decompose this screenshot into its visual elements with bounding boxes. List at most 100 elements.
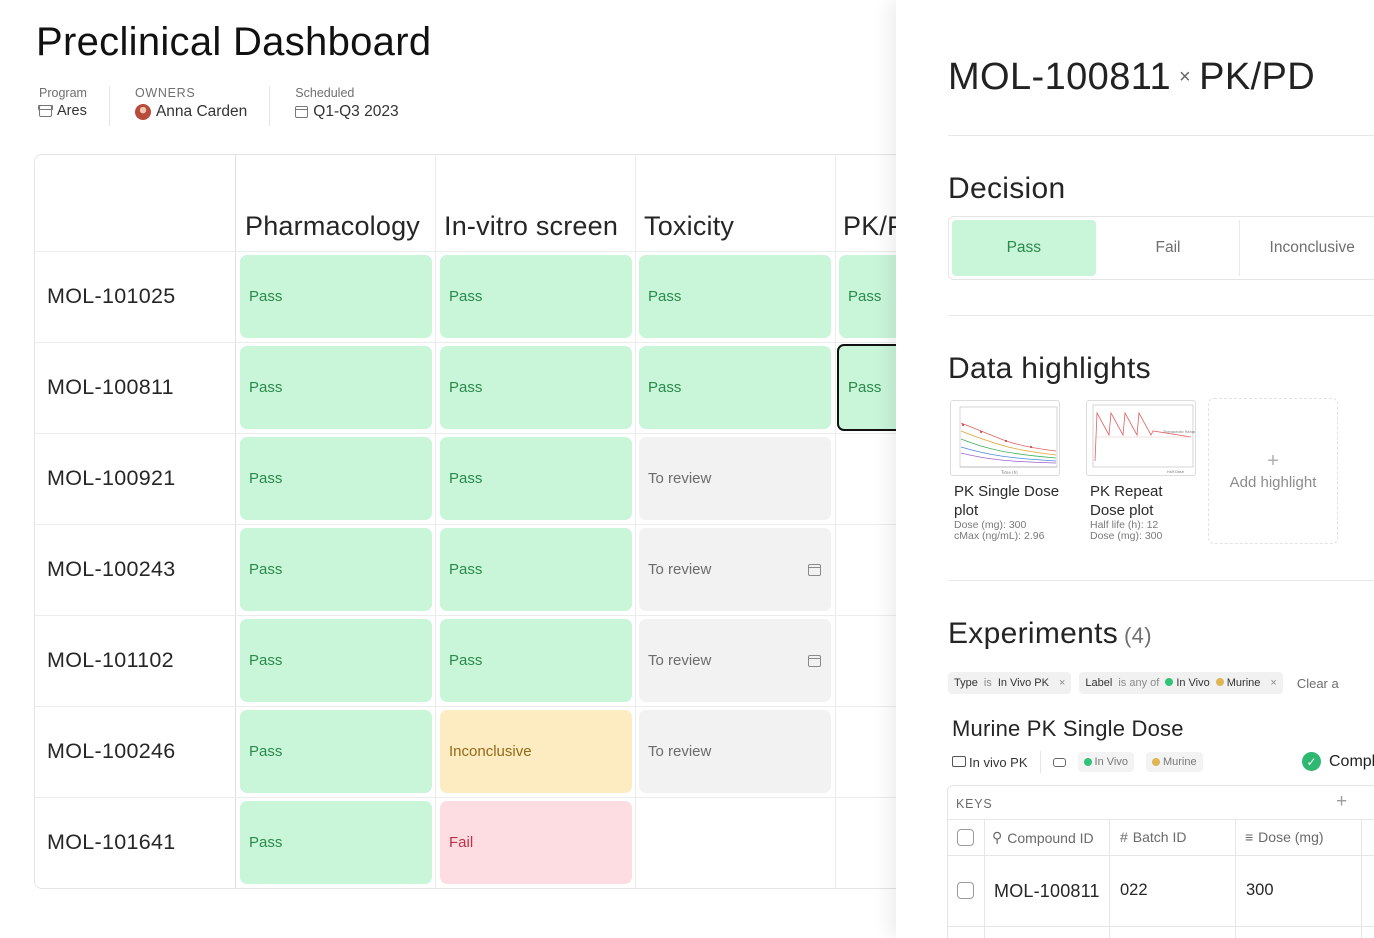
experiment-title[interactable]: Murine PK Single Dose: [952, 716, 1184, 741]
status-cell[interactable]: To review: [639, 528, 831, 611]
table-cell-dose[interactable]: 300: [1246, 881, 1274, 899]
page-title: Preclinical Dashboard: [36, 20, 432, 64]
column-header-batch-id[interactable]: # Batch ID: [1120, 829, 1187, 845]
filter-operator: is: [983, 677, 992, 689]
highlight-meta: cMax (ng/mL): 2.96: [954, 530, 1045, 542]
column-header-in-vitro[interactable]: In-vitro screen: [444, 211, 619, 241]
decision-pass-button[interactable]: Pass: [952, 220, 1096, 276]
divider: [984, 819, 985, 938]
status-cell[interactable]: Pass: [240, 528, 432, 611]
meta-owners[interactable]: OWNERS Anna Carden: [132, 86, 271, 126]
status-cell[interactable]: Pass: [240, 255, 432, 338]
key-icon: ⚲: [992, 829, 1003, 845]
tag-chip[interactable]: In Vivo: [1077, 752, 1134, 772]
row-header[interactable]: MOL-101102: [47, 648, 174, 672]
filter-value: Murine: [1226, 677, 1261, 689]
filter-value: In Vivo PK: [997, 677, 1049, 689]
status-cell[interactable]: Inconclusive: [440, 710, 632, 793]
grid-divider: [35, 797, 903, 798]
status-cell[interactable]: Pass: [240, 346, 432, 429]
status-cell[interactable]: Pass: [240, 437, 432, 520]
status-cell[interactable]: Pass: [839, 255, 903, 338]
column-header-pkpd[interactable]: PK/P: [843, 211, 904, 241]
row-header[interactable]: MOL-100246: [47, 739, 176, 763]
filter-chip-type[interactable]: Type is In Vivo PK ×: [948, 672, 1072, 694]
status-grid: Pharmacology In-vitro screen Toxicity PK…: [34, 154, 904, 889]
experiment-status[interactable]: ✓ Compl: [1302, 752, 1374, 771]
status-cell[interactable]: Pass: [639, 255, 831, 338]
status-cell[interactable]: Pass: [440, 255, 632, 338]
status-cell-selected[interactable]: Pass: [837, 344, 903, 431]
divider: [1109, 819, 1110, 938]
add-highlight-button[interactable]: + Add highlight: [1208, 398, 1338, 544]
yellow-dot-icon: [1151, 758, 1160, 766]
status-text: To review: [648, 652, 712, 669]
row-header[interactable]: MOL-100921: [47, 466, 176, 490]
svg-text:Therapeutic Range: Therapeutic Range: [1162, 430, 1196, 434]
add-column-button[interactable]: +: [1336, 791, 1348, 812]
status-cell[interactable]: Fail: [440, 801, 632, 884]
select-all-checkbox[interactable]: [957, 829, 974, 846]
yellow-dot-icon: [1215, 678, 1224, 686]
status-cell[interactable]: Pass: [440, 528, 632, 611]
filter-value: In Vivo: [1176, 677, 1210, 689]
highlight-name: PK Repeat Dose plot: [1090, 483, 1163, 519]
column-header-dose[interactable]: ≡ Dose (mg): [1245, 829, 1324, 845]
highlight-card[interactable]: Time (h) PK Single Dose plot Dose (mg): …: [950, 400, 1060, 542]
column-header-toxicity[interactable]: Toxicity: [644, 211, 735, 241]
row-header[interactable]: MOL-100811: [47, 375, 174, 399]
highlight-name: PK Single Dose plot: [954, 483, 1060, 519]
panel-title-compound: MOL-100811: [948, 56, 1171, 98]
filter-key: Label: [1085, 677, 1113, 689]
close-icon[interactable]: ×: [1058, 677, 1066, 689]
filter-chip-label[interactable]: Label is any of In Vivo Murine ×: [1079, 672, 1283, 694]
tag-chip[interactable]: Murine: [1145, 752, 1203, 772]
folder-icon: [952, 755, 966, 767]
column-header-pharmacology[interactable]: Pharmacology: [245, 211, 420, 241]
experiments-heading: Experiments (4): [948, 617, 1152, 651]
status-cell[interactable]: Pass: [440, 346, 632, 429]
highlight-meta: Dose (mg): 300: [1090, 530, 1163, 542]
calendar-icon[interactable]: [808, 563, 821, 576]
status-cell[interactable]: Pass: [240, 710, 432, 793]
calendar-icon[interactable]: [808, 654, 821, 667]
row-header[interactable]: MOL-101025: [47, 284, 176, 308]
status-cell[interactable]: Pass: [240, 619, 432, 702]
grid-divider: [35, 524, 903, 525]
meta-program[interactable]: Program Ares: [36, 86, 110, 126]
table-cell-compound-id[interactable]: MOL-100811: [994, 881, 1100, 901]
decision-fail-button[interactable]: Fail: [1097, 220, 1241, 276]
owners-label: OWNERS: [134, 86, 196, 100]
clear-filters-link[interactable]: Clear a: [1296, 675, 1339, 691]
decision-inconclusive-button[interactable]: Inconclusive: [1269, 239, 1355, 256]
row-header[interactable]: MOL-101641: [47, 830, 176, 854]
column-header-compound-id[interactable]: ⚲ Compound ID: [992, 829, 1094, 846]
status-text: To review: [648, 561, 712, 578]
status-cell[interactable]: Pass: [440, 437, 632, 520]
tag-icon: [1052, 757, 1066, 767]
status-cell[interactable]: Pass: [639, 346, 831, 429]
column-label: Batch ID: [1132, 829, 1187, 845]
status-cell[interactable]: To review: [639, 619, 831, 702]
panel-title: MOL-100811 × PK/PD: [948, 56, 1315, 99]
table-cell-batch-id[interactable]: 022: [1120, 881, 1148, 899]
divider: [948, 315, 1374, 316]
column-label: Dose (mg): [1258, 829, 1324, 845]
status-cell[interactable]: To review: [639, 710, 831, 793]
row-header[interactable]: MOL-100243: [47, 557, 176, 581]
scheduled-label: Scheduled: [295, 86, 355, 100]
row-checkbox[interactable]: [957, 882, 974, 899]
status-cell[interactable]: Pass: [440, 619, 632, 702]
avatar: [134, 104, 151, 120]
green-dot-icon: [1083, 758, 1092, 766]
experiment-table: KEYS + ⚲ Compound ID # Batch ID ≡ Dose (mg)…: [947, 785, 1374, 938]
experiment-folder[interactable]: In vivo PK: [952, 755, 1028, 770]
repeat-dose-plot-image: Therapeutic Range Half Dose: [1092, 404, 1196, 474]
highlight-card[interactable]: Therapeutic Range Half Dose PK Repeat Do…: [1086, 400, 1196, 542]
status-cell[interactable]: To review: [639, 437, 831, 520]
status-cell[interactable]: Pass: [240, 801, 432, 884]
close-icon[interactable]: ×: [1270, 677, 1277, 689]
meta-scheduled[interactable]: Scheduled Q1-Q3 2023: [292, 86, 420, 126]
single-dose-plot-image: Time (h): [959, 406, 1058, 475]
highlight-meta: Dose (mg): 300: [954, 519, 1027, 531]
